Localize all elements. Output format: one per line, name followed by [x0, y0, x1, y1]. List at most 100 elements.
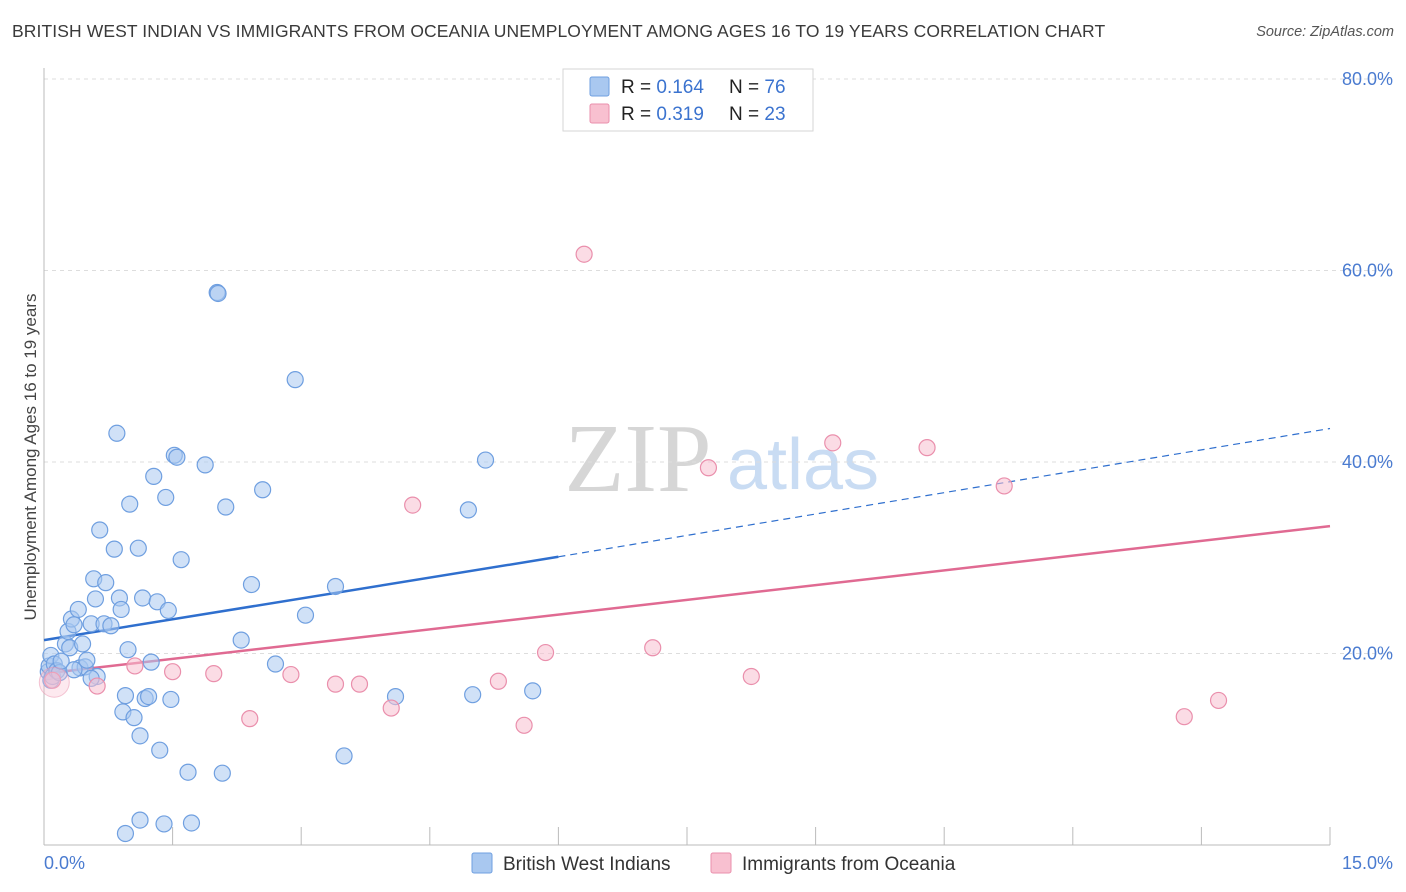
- oceania-point: [88, 677, 106, 695]
- x-tick-label-min: 0.0%: [44, 853, 85, 873]
- bwi-point: [145, 467, 163, 485]
- oceania-point: [699, 459, 718, 477]
- bwi-point: [172, 551, 190, 569]
- oceania-point: [404, 496, 422, 514]
- y-axis-label: Unemployment Among Ages 16 to 19 years: [21, 294, 40, 621]
- bwi-point: [65, 661, 83, 679]
- bwi-point: [254, 481, 272, 499]
- grid-lines: [44, 78, 1393, 654]
- bwi-point: [121, 495, 139, 513]
- watermark: ZIP atlas: [565, 405, 880, 513]
- legend-n-label-1: N =: [729, 77, 764, 98]
- bwi-point: [168, 448, 186, 466]
- bwi-point: [97, 574, 115, 592]
- series-legend: British West Indians Immigrants from Oce…: [471, 852, 956, 875]
- bwi-point: [65, 616, 83, 634]
- bwi-point: [266, 655, 285, 673]
- bwi-point: [139, 687, 158, 706]
- oceania-point: [382, 699, 400, 717]
- chart-source: Source: ZipAtlas.com: [1256, 24, 1394, 40]
- bwi-point: [209, 284, 227, 303]
- chart-title: BRITISH WEST INDIAN VS IMMIGRANTS FROM O…: [12, 21, 1106, 41]
- oceania-point: [489, 672, 507, 690]
- bwi-point: [131, 727, 149, 745]
- stats-legend: R = 0.164 N = 76 R = 0.319 N = 23: [562, 68, 814, 132]
- watermark-atlas: atlas: [727, 425, 879, 505]
- bwi-trend-line: [43, 555, 559, 642]
- bwi-point: [326, 577, 345, 596]
- oceania-point: [515, 716, 533, 734]
- bwi-point: [524, 682, 542, 700]
- oceania-point: [995, 477, 1013, 495]
- tick-labels: 20.0% 40.0% 60.0% 80.0% 0.0% 15.0%: [44, 69, 1393, 873]
- series-legend-swatch-pink: [710, 852, 732, 874]
- oceania-point: [644, 639, 662, 657]
- bwi-trend-extension: [558, 427, 1331, 558]
- legend-r-label-2: R =: [621, 104, 656, 125]
- bwi-point: [155, 815, 173, 833]
- series-legend-swatch-blue: [471, 852, 493, 874]
- bwi-point: [116, 824, 135, 843]
- bwi-point: [286, 371, 304, 389]
- bwi-point: [464, 686, 482, 704]
- legend-n-value-1: 76: [764, 77, 785, 98]
- bwi-point: [217, 498, 235, 516]
- bwi-point: [213, 764, 231, 782]
- bwi-point: [162, 690, 180, 709]
- bwi-point: [459, 501, 477, 519]
- bwi-point: [196, 456, 214, 474]
- series-immigrants-from-oceania: [38, 245, 1228, 734]
- oceania-point: [205, 665, 223, 683]
- bwi-point: [86, 590, 105, 608]
- bwi-point: [129, 539, 147, 557]
- oceania-point: [282, 665, 300, 684]
- bwi-point: [182, 814, 201, 832]
- oceania-point: [536, 643, 555, 662]
- watermark-zip: ZIP: [565, 405, 712, 513]
- bwi-point: [151, 741, 169, 759]
- legend-n-value-2: 23: [764, 104, 785, 125]
- oceania-point: [824, 434, 842, 452]
- bwi-point: [78, 651, 96, 669]
- oceania-point: [164, 663, 182, 681]
- bwi-point: [105, 540, 123, 558]
- axes: [43, 68, 1331, 846]
- series-british-west-indians: [39, 283, 542, 843]
- y-tick-label: 80.0%: [1342, 69, 1393, 89]
- bwi-point: [69, 600, 87, 619]
- bwi-point: [102, 617, 120, 635]
- bwi-point: [108, 424, 126, 442]
- oceania-point: [1175, 708, 1193, 726]
- bwi-point: [296, 606, 315, 624]
- legend-row-1: R = 0.164: [621, 77, 704, 98]
- y-tick-label: 60.0%: [1342, 261, 1393, 281]
- bwi-point: [242, 575, 261, 594]
- oceania-point: [1209, 691, 1228, 710]
- legend-r-value-1: 0.164: [656, 77, 704, 98]
- bwi-point: [119, 641, 137, 659]
- legend-r-value-2: 0.319: [656, 104, 704, 125]
- oceania-point: [350, 675, 369, 693]
- bwi-point: [116, 687, 135, 705]
- legend-r-label-1: R =: [621, 77, 656, 98]
- bwi-point: [142, 653, 160, 671]
- legend-n-1: N = 76: [729, 77, 786, 98]
- oceania-point: [43, 671, 62, 689]
- y-tick-label: 40.0%: [1342, 452, 1393, 472]
- legend-n-label-2: N =: [729, 104, 764, 125]
- bwi-point: [335, 747, 353, 765]
- bwi-point: [73, 635, 92, 653]
- bwi-point: [131, 811, 149, 829]
- bwi-point: [133, 589, 152, 607]
- oceania-point: [575, 245, 593, 263]
- bwi-point: [91, 521, 109, 539]
- legend-n-2: N = 23: [729, 104, 786, 125]
- oceania-point: [126, 657, 144, 675]
- x-tick-label-max: 15.0%: [1342, 853, 1393, 873]
- oceania-point: [326, 675, 345, 693]
- bwi-point: [112, 600, 130, 619]
- y-tick-label: 20.0%: [1342, 644, 1393, 664]
- oceania-point-large: [38, 666, 70, 698]
- oceania-point: [241, 710, 259, 728]
